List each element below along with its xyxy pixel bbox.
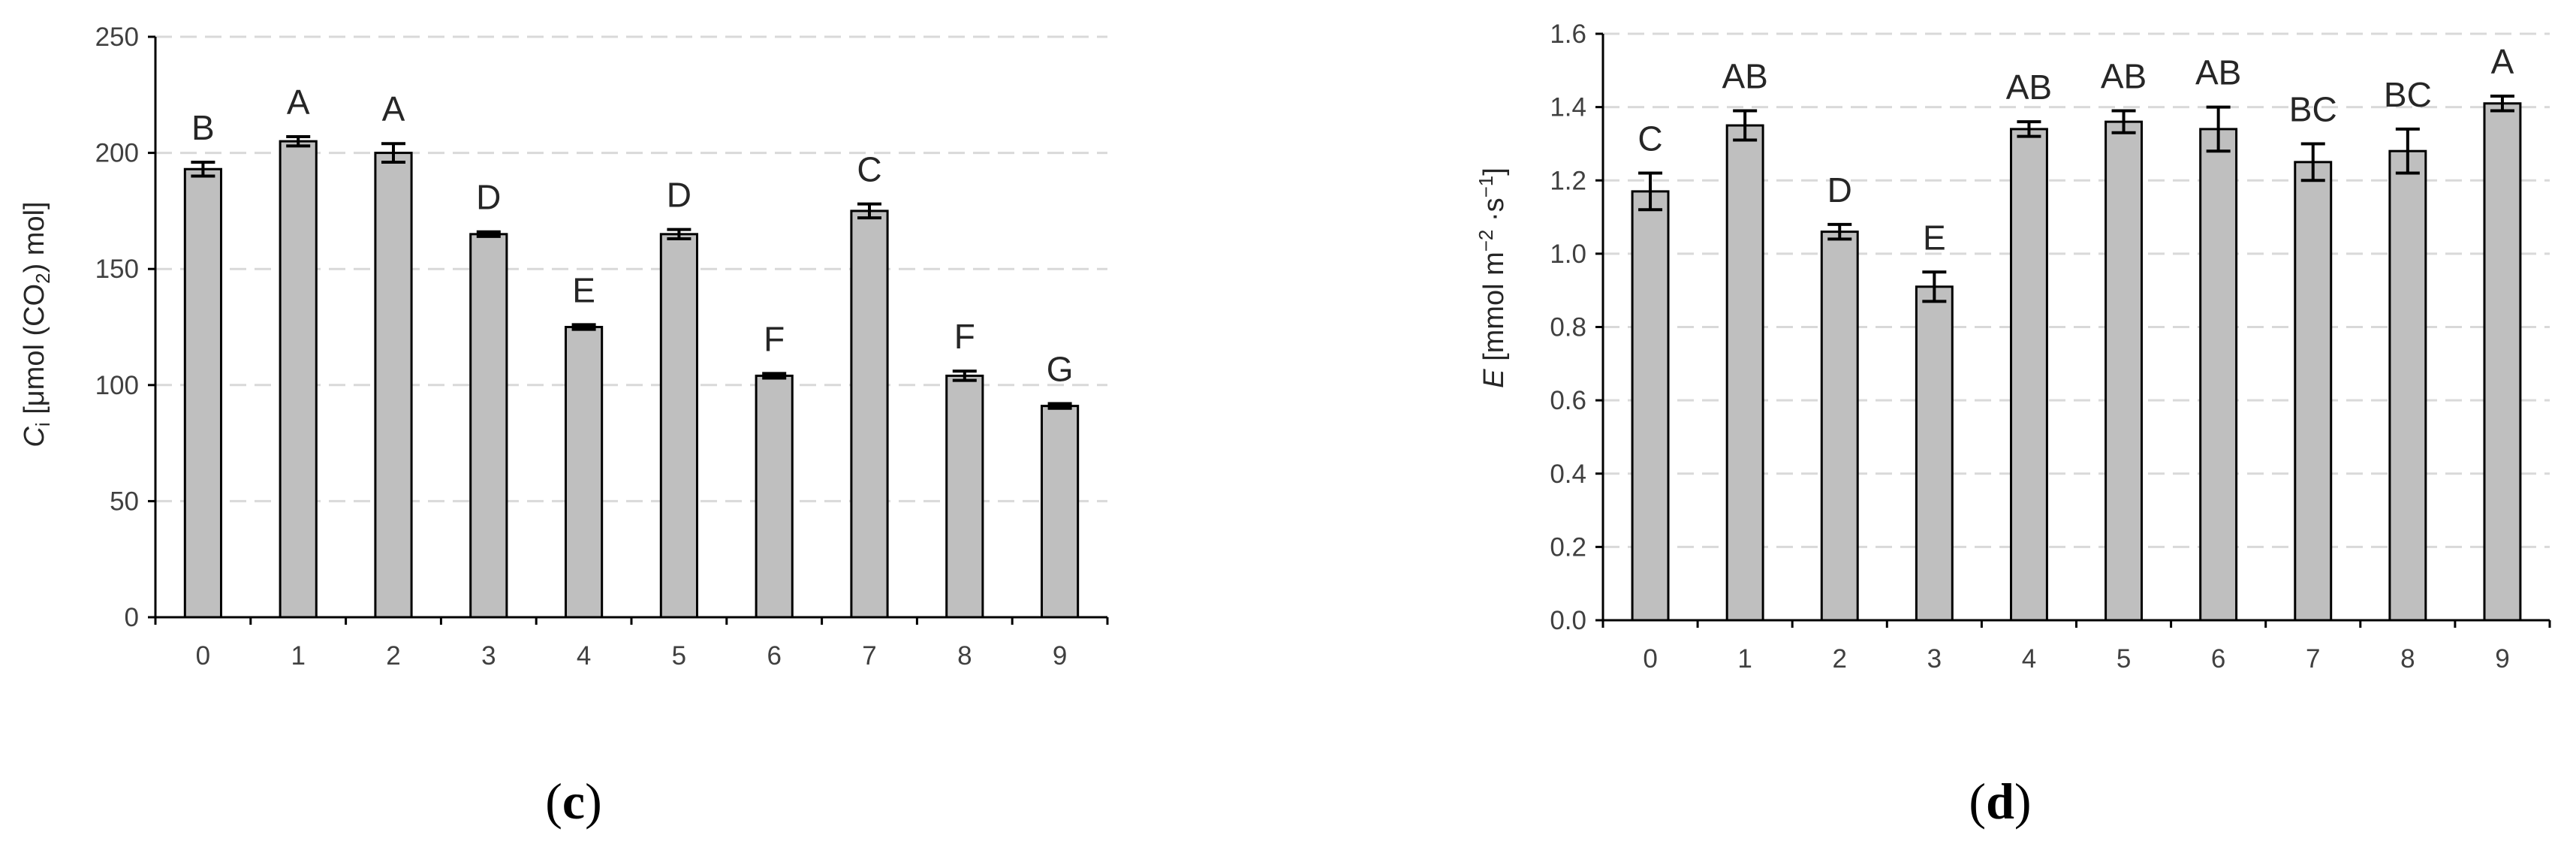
bar-c-7 <box>850 209 889 619</box>
bar-c-4 <box>565 326 604 619</box>
y-tick-label-c: 150 <box>95 255 139 284</box>
y-tick-label-d: 1.6 <box>1550 20 1586 49</box>
y-label-subscript-c: i <box>32 422 54 427</box>
significance-letter-c-6: F <box>764 319 785 358</box>
y-label-unit-c: [μmol (CO <box>19 284 50 422</box>
x-tick-label-c: 0 <box>196 641 210 671</box>
y-axis-label-d: E [mmol m−2 ·s−1] <box>1475 167 1510 388</box>
significance-letter-c-1: A <box>287 83 310 122</box>
panel-label-d: (d) <box>1969 773 2031 830</box>
y-tick-label-c: 250 <box>95 23 139 52</box>
x-tick-label-d: 0 <box>1643 644 1657 674</box>
y-tick-label-d: 1.4 <box>1550 93 1586 122</box>
x-tick-label-d: 3 <box>1927 644 1942 674</box>
bar-d-8 <box>2388 149 2427 622</box>
x-tick-label-c: 7 <box>862 641 876 671</box>
bar-c-2 <box>374 152 413 619</box>
significance-letter-d-2: D <box>1827 170 1852 209</box>
y-label-unit-sub-c: 2 <box>32 273 54 283</box>
y-label-sup1-d: −2 <box>1475 230 1497 252</box>
y-tick-label-d: 0.6 <box>1550 386 1586 415</box>
significance-letter-c-4: E <box>572 270 595 309</box>
x-tick-label-c: 3 <box>481 641 496 671</box>
significance-letter-c-8: F <box>954 317 975 356</box>
bar-c-1 <box>279 140 318 619</box>
bar-d-9 <box>2483 102 2522 622</box>
y-tick-label-d: 0.0 <box>1550 606 1586 635</box>
bar-d-5 <box>2104 120 2144 622</box>
x-tick-label-d: 4 <box>2022 644 2036 674</box>
y-tick-label-c: 50 <box>110 487 139 516</box>
y-axis-label-c: Ci [μmol (CO2) mol] <box>19 201 54 447</box>
x-tick-label-d: 8 <box>2400 644 2415 674</box>
significance-letter-c-5: D <box>667 176 691 215</box>
bar-d-6 <box>2199 128 2238 622</box>
bar-d-7 <box>2294 161 2333 622</box>
bar-d-3 <box>1915 285 1954 622</box>
significance-letter-d-9: A <box>2491 42 2514 81</box>
x-tick-label-c: 8 <box>957 641 972 671</box>
bar-c-5 <box>659 233 698 619</box>
bar-c-3 <box>469 233 508 619</box>
significance-letter-d-7: BC <box>2289 89 2337 128</box>
y-tick-label-d: 0.8 <box>1550 313 1586 342</box>
x-tick-label-c: 6 <box>767 641 781 671</box>
y-tick-label-d: 0.2 <box>1550 532 1586 562</box>
x-tick-label-d: 9 <box>2495 644 2509 674</box>
x-tick-label-c: 4 <box>577 641 591 671</box>
significance-letter-d-1: AB <box>1722 57 1767 96</box>
x-tick-label-c: 9 <box>1053 641 1067 671</box>
x-tick-label-c: 5 <box>672 641 686 671</box>
panel-letter-d: d <box>1986 773 2014 830</box>
significance-letter-d-3: E <box>1923 218 1946 257</box>
y-tick-label-d: 0.4 <box>1550 460 1586 489</box>
y-label-unit-d: [mmol m <box>1478 252 1510 369</box>
x-tick-label-d: 6 <box>2211 644 2225 674</box>
bar-d-0 <box>1631 190 1670 622</box>
bar-c-8 <box>945 374 984 619</box>
y-label-mid-d: ·s <box>1478 197 1510 229</box>
chart-panel-c: Ci [μmol (CO2) mol] (c) 050100150200250B… <box>19 23 1109 830</box>
y-tick-label-c: 200 <box>95 139 139 168</box>
chart-panel-d: E [mmol m−2 ·s−1] (d) 0.0 0.2 0.4 0.6 0.8 1.0… <box>1475 20 2551 830</box>
significance-letter-d-6: AB <box>2195 53 2241 92</box>
x-tick-label-d: 7 <box>2306 644 2320 674</box>
x-tick-label-d: 1 <box>1737 644 1752 674</box>
y-tick-label-d: 1.2 <box>1550 166 1586 195</box>
significance-letter-d-8: BC <box>2384 75 2432 114</box>
y-tick-label-d: 1.0 <box>1550 240 1586 269</box>
y-label-symbol-d: E <box>1478 369 1510 388</box>
significance-letter-c-7: C <box>857 150 881 189</box>
y-tick-label-c: 100 <box>95 371 139 400</box>
bar-c-6 <box>755 374 794 619</box>
significance-letter-c-3: D <box>476 178 501 217</box>
panel-letter-c: c <box>562 773 585 830</box>
x-tick-label-d: 5 <box>2117 644 2131 674</box>
x-tick-label-c: 2 <box>386 641 400 671</box>
panel-label-c: (c) <box>545 773 602 830</box>
x-tick-label-d: 2 <box>1833 644 1847 674</box>
y-label-symbol-c: C <box>19 427 50 448</box>
significance-letter-c-9: G <box>1047 350 1074 389</box>
bar-d-1 <box>1725 124 1764 622</box>
bar-d-2 <box>1820 231 1859 622</box>
significance-letter-d-5: AB <box>2101 57 2147 96</box>
y-label-unit-end-d: ] <box>1478 167 1510 176</box>
y-label-unit-end-c: ) mol] <box>19 201 50 273</box>
significance-letter-c-2: A <box>382 89 405 128</box>
y-tick-label-c: 0 <box>125 603 139 632</box>
bar-d-4 <box>2009 128 2048 622</box>
bar-c-9 <box>1041 405 1080 619</box>
significance-letter-d-4: AB <box>2006 68 2052 107</box>
bar-c-0 <box>183 167 222 619</box>
x-tick-label-c: 1 <box>291 641 305 671</box>
significance-letter-c-0: B <box>191 108 215 147</box>
significance-letter-d-0: C <box>1637 119 1662 158</box>
y-label-sup2-d: −1 <box>1475 176 1497 198</box>
